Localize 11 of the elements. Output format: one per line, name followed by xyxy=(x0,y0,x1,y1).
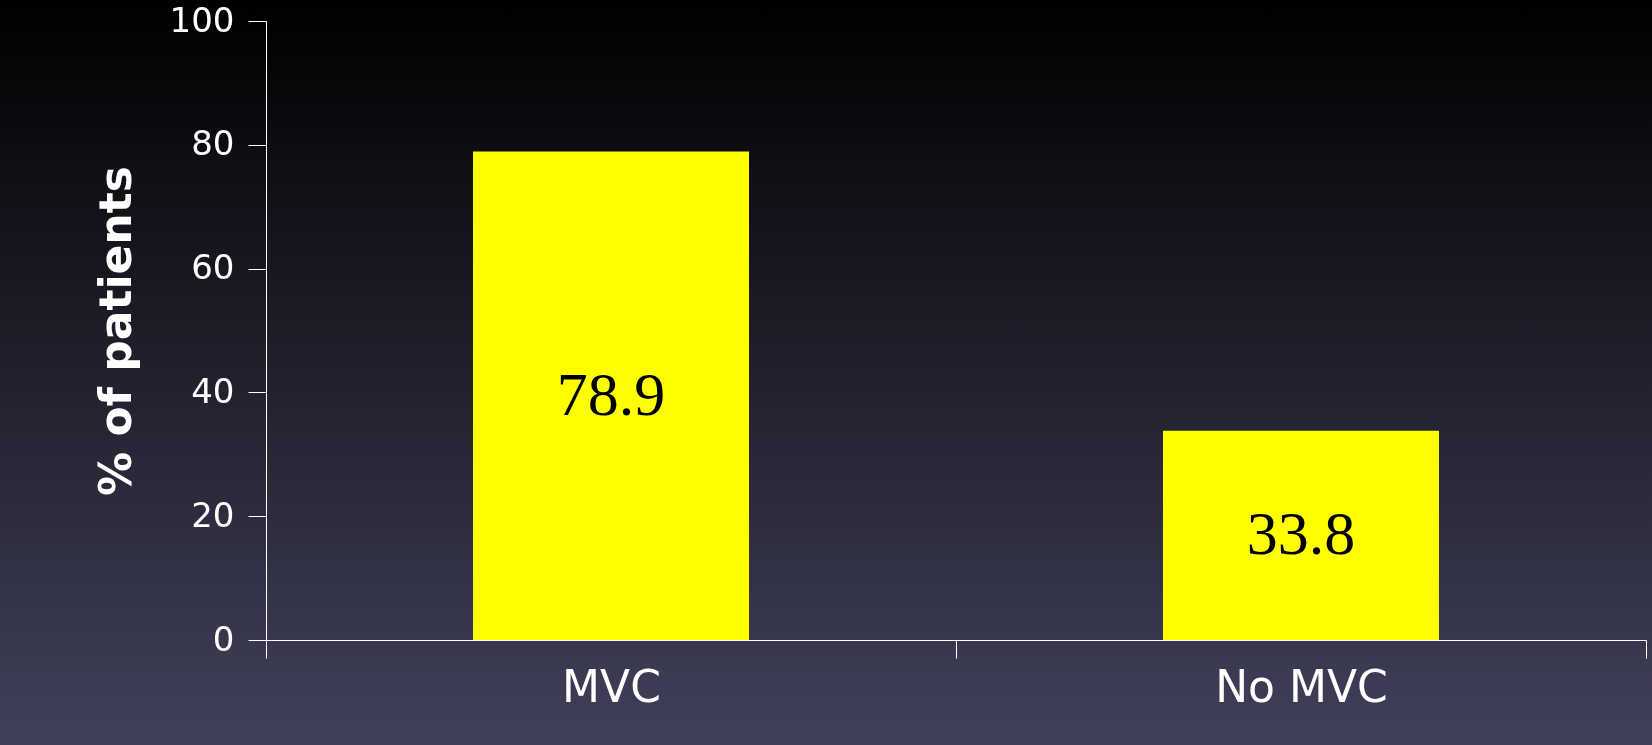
y-tick-label: 60 xyxy=(191,247,235,288)
y-tick-label: 0 xyxy=(212,618,235,659)
y-tick-label: 20 xyxy=(191,494,235,535)
data-label: 33.8 xyxy=(1246,499,1356,568)
x-tick-label: No MVC xyxy=(1215,660,1388,712)
y-tick-label: 80 xyxy=(191,123,235,164)
x-tick-label: MVC xyxy=(562,660,661,712)
data-label: 78.9 xyxy=(556,359,666,428)
y-axis-title: % of patients xyxy=(89,166,141,496)
y-tick-label: 100 xyxy=(169,0,235,40)
y-tick-label: 40 xyxy=(191,370,235,411)
